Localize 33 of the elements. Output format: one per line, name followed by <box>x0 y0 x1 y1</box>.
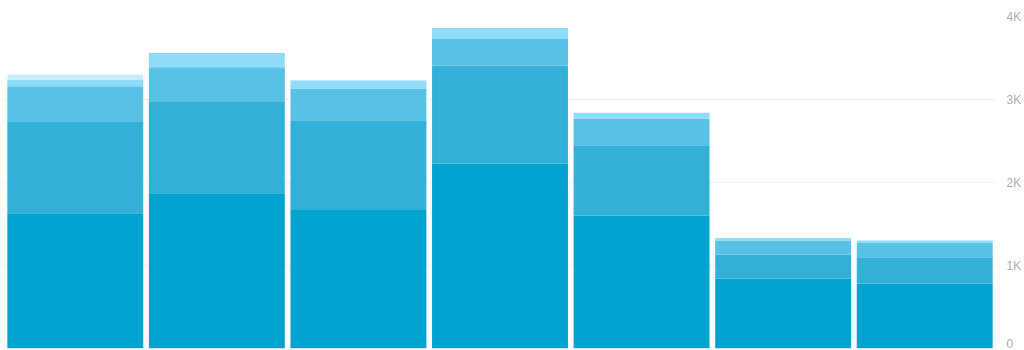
bar <box>432 38 568 66</box>
bar <box>290 88 427 121</box>
bar <box>148 53 285 68</box>
bar <box>432 28 568 39</box>
y-tick-label: 1K <box>1006 258 1022 273</box>
bar <box>290 80 427 89</box>
bar <box>290 120 427 210</box>
bar <box>7 121 144 214</box>
bar <box>148 101 285 194</box>
bar <box>7 74 144 80</box>
bar <box>432 163 568 349</box>
y-tick-label: 2K <box>1006 175 1022 190</box>
bar <box>432 65 568 164</box>
bar <box>856 257 993 284</box>
bar <box>573 215 710 349</box>
y-tick-label: 4K <box>1006 9 1022 24</box>
bar <box>715 240 852 255</box>
bar <box>148 67 285 102</box>
bar <box>7 79 144 87</box>
bar <box>856 283 993 349</box>
bar <box>7 86 144 122</box>
bar <box>715 254 852 279</box>
bar <box>715 238 852 241</box>
bar <box>7 213 144 349</box>
y-tick-label: 3K <box>1006 92 1022 107</box>
bar <box>856 243 993 258</box>
bar <box>148 193 285 349</box>
bar <box>290 209 427 349</box>
bar <box>573 112 710 119</box>
bar <box>715 278 852 349</box>
bar <box>573 145 710 216</box>
y-tick-label: 0 <box>1006 336 1014 350</box>
bar <box>573 118 710 146</box>
